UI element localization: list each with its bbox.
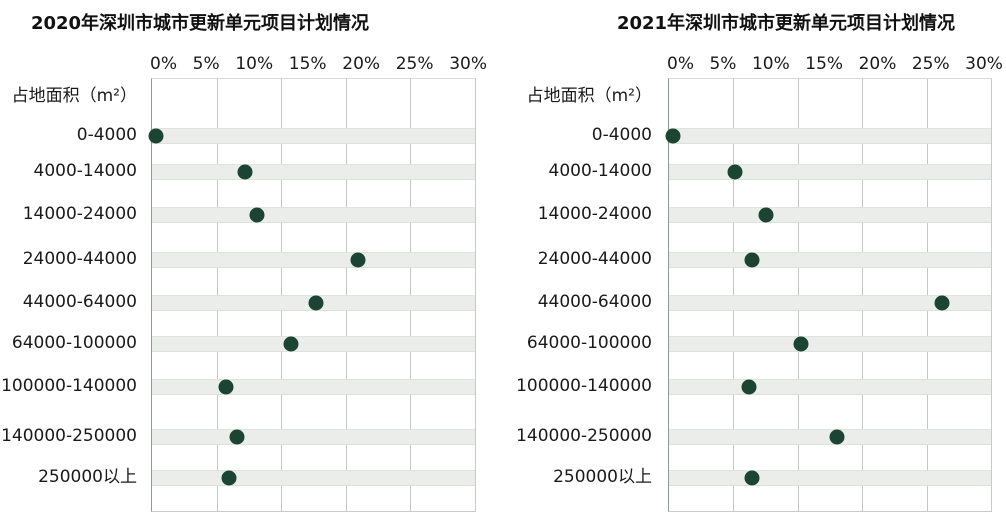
category-label: 14000-24000 [22,204,137,224]
x-tick-label: 5% [709,54,737,74]
plot-area-2020 [148,78,476,512]
x-tick-label: 0% [667,54,694,74]
category-label: 250000以上 [553,467,652,487]
x-axis-tick-labels-2020: 0% 5% 10% 15% 20% 25% 30% [150,54,487,74]
x-tick-label: 30% [449,54,487,74]
chart-title-2021: 2021年深圳市城市更新单元项目计划情况 [616,13,956,34]
row-stripe [152,470,475,486]
data-dot [741,379,757,395]
row-stripe [669,128,991,144]
x-tick-label: 20% [858,54,897,74]
row-stripe [152,252,475,268]
data-dot [934,295,950,311]
x-tick-label: 15% [288,54,327,74]
data-dot [237,164,253,180]
data-dot [793,336,809,352]
row-stripe [669,295,991,311]
row-stripe [152,207,475,223]
row-stripe [152,429,475,445]
x-tick-label: 25% [395,54,434,74]
data-dot [744,252,760,268]
x-tick-label: 25% [911,54,950,74]
x-tick-label: 10% [751,54,790,74]
x-tick-label: 30% [965,54,1003,74]
data-dot [829,429,845,445]
x-tick-label: 15% [805,54,844,74]
category-label: 4000-14000 [33,161,137,181]
y-axis-title-2021: 占地面积（m²） [526,86,652,106]
row-stripe [152,336,475,352]
row-stripe [669,207,991,223]
data-dot [744,470,760,486]
category-label: 14000-24000 [537,204,652,224]
data-dot [148,128,164,144]
row-stripe [152,128,475,144]
data-dot [350,252,366,268]
row-stripe [669,252,991,268]
category-label: 24000-44000 [22,249,137,269]
category-label: 44000-64000 [22,292,137,312]
data-dot [308,295,324,311]
category-label: 64000-100000 [526,333,652,353]
data-dot [758,207,774,223]
data-dot [218,379,234,395]
category-label: 0-4000 [591,125,652,145]
category-label: 140000-250000 [1,426,137,446]
x-tick-label: 10% [235,54,274,74]
row-stripe [152,164,475,180]
row-stripe [669,164,991,180]
plot-area-2021 [665,78,992,512]
data-dot [727,164,743,180]
category-label: 4000-14000 [548,161,652,181]
category-label: 100000-140000 [1,376,137,396]
x-tick-label: 20% [342,54,381,74]
category-label: 140000-250000 [516,426,652,446]
chart-title-2020: 2020年深圳市城市更新单元项目计划情况 [30,13,370,34]
row-stripe [669,336,991,352]
category-label: 24000-44000 [537,249,652,269]
category-label: 64000-100000 [11,333,137,353]
row-stripe [152,379,475,395]
data-dot [665,128,681,144]
y-axis-title-2020: 占地面积（m²） [11,86,137,106]
data-dot [229,429,244,445]
x-tick-label: 5% [192,54,220,74]
category-label: 100000-140000 [516,376,652,396]
x-tick-label: 0% [150,54,177,74]
category-label: 44000-64000 [537,292,652,312]
category-label: 0-4000 [76,125,137,145]
data-dot [249,207,265,223]
x-axis-tick-labels-2021: 0% 5% 10% 15% 20% 25% 30% [667,54,1003,74]
row-stripe [669,379,991,395]
data-dot [221,470,237,486]
category-label: 250000以上 [38,467,137,487]
data-dot [283,336,299,352]
row-stripe [669,470,991,486]
